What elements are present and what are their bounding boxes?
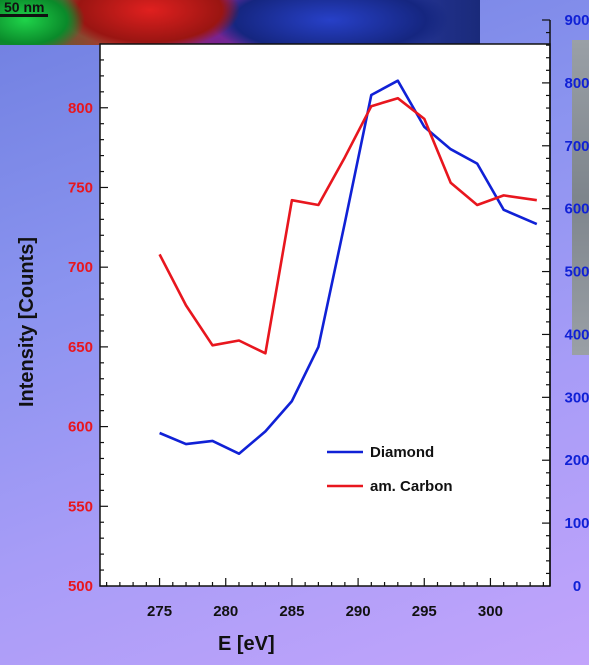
x-tick-label: 300 xyxy=(478,603,503,620)
x-tick-label: 295 xyxy=(412,603,437,620)
x-tick-label: 275 xyxy=(147,603,172,620)
y2-tick-label: 500 xyxy=(564,264,589,281)
inset-scale-bar-label: 50 nm xyxy=(0,0,49,17)
x-tick-label: 290 xyxy=(346,603,371,620)
y2-tick-label: 300 xyxy=(564,389,589,406)
y-tick-label: 750 xyxy=(68,179,93,196)
y2-tick-label: 600 xyxy=(564,201,589,218)
y2-tick-label: 800 xyxy=(564,75,589,92)
y-tick-label: 600 xyxy=(68,419,93,436)
x-axis-title: E [eV] xyxy=(218,633,275,655)
x-tick-label: 280 xyxy=(213,603,238,620)
y2-tick-label: 100 xyxy=(564,515,589,532)
y-tick-label: 500 xyxy=(68,578,93,595)
y2-tick-label: 700 xyxy=(564,138,589,155)
y-axis-title: Intensity [Counts] xyxy=(16,237,38,407)
legend: Diamond am. Carbon xyxy=(327,444,453,495)
y-tick-label: 700 xyxy=(68,259,93,276)
y2-tick-label: 200 xyxy=(564,452,589,469)
series-line-diamond xyxy=(159,79,538,455)
legend-label: am. Carbon xyxy=(370,478,453,495)
y-tick-label: 550 xyxy=(68,498,93,515)
series-layer xyxy=(158,79,538,455)
y-tick-label: 800 xyxy=(68,100,93,117)
x-tick-label: 285 xyxy=(279,603,304,620)
tem-inset-image: 50 nm xyxy=(0,0,480,45)
y2-tick-label: 900 xyxy=(564,12,589,29)
legend-label: Diamond xyxy=(370,444,434,461)
y-tick-label: 650 xyxy=(68,339,93,356)
tick-labels: 275 280 285 290 295 300 500 550 600 650 700 750 800 0… xyxy=(68,12,589,620)
y2-tick-label: 0 xyxy=(573,578,581,595)
series-line-carbon xyxy=(158,96,537,355)
background-image-strip xyxy=(572,40,589,355)
y2-tick-label: 400 xyxy=(564,326,589,343)
axis-ticks xyxy=(100,19,550,587)
